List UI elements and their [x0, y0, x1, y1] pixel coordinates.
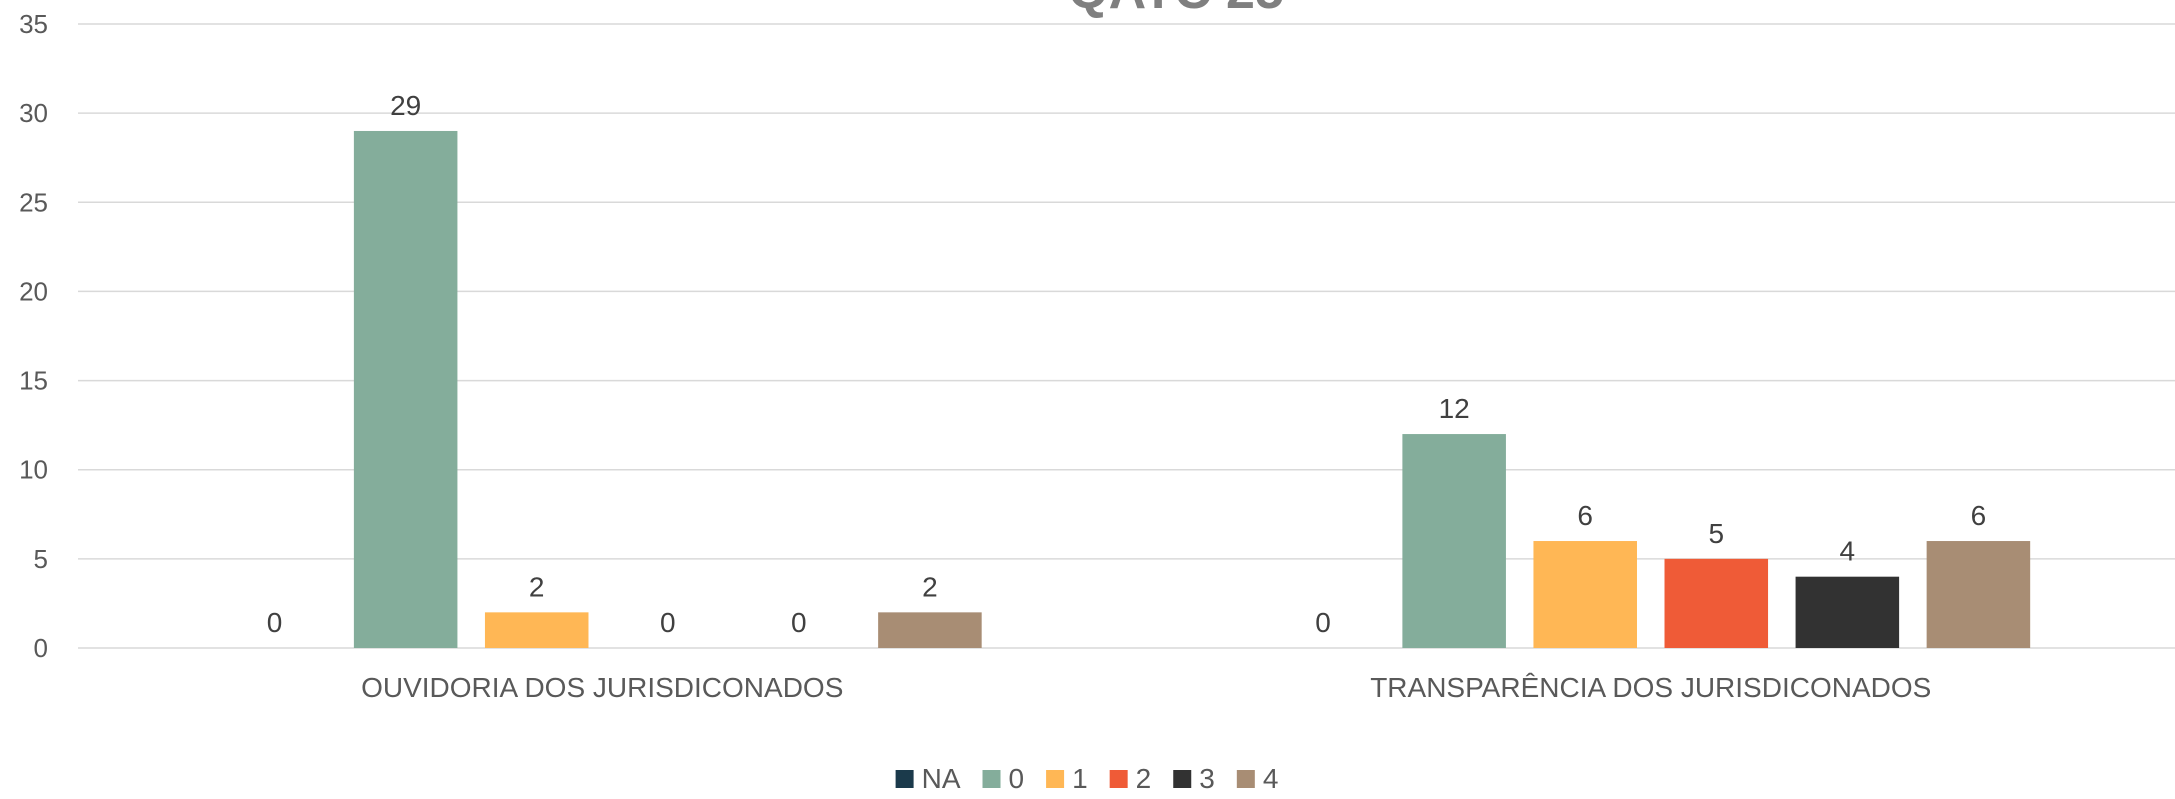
legend-swatch: [1109, 770, 1128, 788]
bar: [1533, 541, 1637, 648]
data-label: 5: [1708, 518, 1724, 549]
data-label: 29: [390, 90, 421, 121]
data-label: 2: [922, 571, 938, 602]
y-axis-ticks: 0 5 10 15 20 25 30 35: [19, 9, 48, 663]
category-label: OUVIDORIA DOS JURISDICONADOS: [361, 672, 843, 703]
y-tick-label: 20: [19, 276, 48, 306]
data-label: 2: [529, 571, 545, 602]
legend-item: 4: [1236, 763, 1279, 794]
legend-item: 3: [1173, 763, 1215, 794]
data-label: 4: [1840, 536, 1856, 567]
legend-label: 0: [1009, 763, 1025, 794]
data-label: 6: [1971, 500, 1987, 531]
data-label: 6: [1577, 500, 1593, 531]
bar: [1402, 434, 1506, 648]
bar: [353, 130, 458, 648]
legend-swatch: [982, 770, 1001, 788]
legend-item: 1: [1046, 763, 1088, 794]
data-labels: 0 29 2 0 0 2 0 12 6 5 4 6: [267, 90, 1986, 638]
legend-item: 0: [982, 763, 1025, 794]
legend-label: 2: [1136, 763, 1152, 794]
legend-item: 2: [1109, 763, 1152, 794]
bar: [1795, 576, 1900, 648]
y-tick-label: 30: [19, 98, 48, 128]
legend-item: NA: [895, 763, 961, 794]
data-label: 12: [1439, 393, 1470, 424]
category-label: TRANSPARÊNCIA DOS JURISDICONADOS: [1370, 672, 1931, 703]
legend-swatch: [1236, 770, 1255, 788]
y-tick-label: 5: [34, 544, 48, 574]
y-tick-label: 0: [34, 633, 48, 663]
legend: NA 0 1 2 3 4: [895, 763, 1279, 794]
bar: [1926, 541, 2031, 648]
y-tick-label: 10: [19, 455, 48, 485]
legend-swatch: [1046, 770, 1065, 788]
category-labels: OUVIDORIA DOS JURISDICONADOS TRANSPARÊNCI…: [361, 672, 1931, 703]
data-label: 0: [791, 607, 807, 638]
y-tick-label: 35: [19, 9, 48, 39]
chart-title: QATC 25: [1068, 0, 1284, 20]
legend-label: 4: [1263, 763, 1279, 794]
bar: [484, 612, 589, 648]
bar: [1664, 558, 1769, 648]
y-tick-label: 15: [19, 366, 48, 396]
legend-label: NA: [922, 763, 961, 794]
legend-swatch: [1173, 770, 1192, 788]
legend-swatch: [895, 770, 914, 788]
y-tick-label: 25: [19, 187, 48, 217]
data-label: 0: [660, 607, 676, 638]
data-label: 0: [1315, 607, 1331, 638]
legend-label: 3: [1199, 763, 1215, 794]
data-label: 0: [267, 607, 283, 638]
bar: [878, 612, 982, 648]
legend-label: 1: [1072, 763, 1088, 794]
bars: [353, 130, 2031, 648]
